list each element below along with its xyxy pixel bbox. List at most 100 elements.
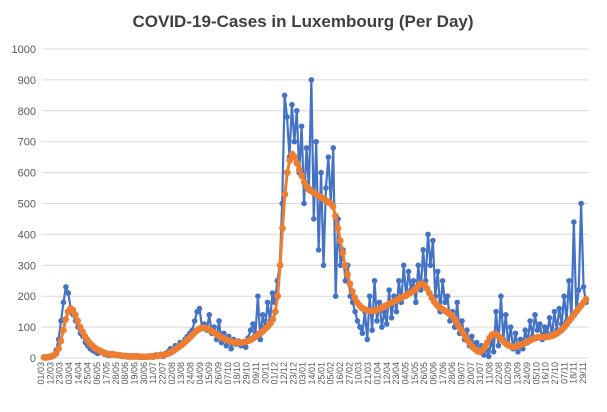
y-tick-label: 500 — [18, 199, 36, 211]
x-tick-label: 16/10 — [541, 362, 551, 385]
data-point — [541, 324, 548, 330]
data-point — [332, 212, 339, 220]
y-tick-label: 600 — [18, 168, 36, 180]
data-point — [582, 295, 590, 303]
data-point — [342, 277, 349, 284]
x-tick-label: 16/02 — [335, 362, 345, 385]
data-point — [442, 299, 448, 306]
data-point — [427, 262, 434, 269]
x-tick-label: 28/05 — [111, 362, 121, 385]
data-point — [206, 311, 213, 318]
data-point — [507, 324, 514, 330]
data-point — [310, 216, 317, 222]
data-point — [556, 305, 563, 312]
data-point — [216, 318, 222, 324]
data-point — [571, 219, 577, 225]
data-point — [271, 308, 279, 316]
x-tick-label: 19/06 — [129, 362, 139, 385]
x-tick-label: 20/07 — [466, 362, 476, 385]
data-point — [191, 318, 198, 324]
x-tick-label: 20/11 — [260, 362, 270, 384]
data-point — [286, 156, 294, 164]
x-tick-label: 05/10 — [531, 362, 541, 385]
y-tick-label: 200 — [18, 291, 36, 303]
y-tick-label: 300 — [18, 260, 36, 272]
data-point — [485, 353, 492, 360]
data-point — [522, 327, 529, 333]
data-point — [439, 277, 446, 284]
data-point — [334, 224, 342, 232]
x-tick-label: 13/09 — [513, 362, 523, 385]
data-point — [468, 333, 475, 340]
data-point — [289, 101, 295, 108]
data-point — [323, 185, 329, 191]
data-point — [276, 261, 284, 269]
data-point — [357, 324, 363, 330]
data-point — [551, 308, 558, 315]
x-tick-label: 09/11 — [251, 362, 261, 384]
x-tick-label: 07/11 — [559, 362, 569, 384]
y-tick-label: 100 — [18, 322, 36, 334]
data-point — [420, 247, 426, 253]
data-point — [341, 261, 349, 269]
data-point — [580, 284, 587, 290]
data-point — [279, 224, 286, 232]
data-point — [374, 318, 380, 324]
data-point — [490, 349, 497, 355]
data-point — [255, 293, 261, 300]
data-point — [295, 166, 303, 173]
x-tick-label: 24/08 — [186, 362, 196, 385]
x-tick-label: 03/04 — [64, 362, 74, 385]
x-tick-label: 17/06 — [438, 362, 448, 385]
data-point — [71, 311, 79, 319]
data-point — [325, 154, 332, 160]
data-point — [566, 277, 572, 284]
data-point — [313, 138, 320, 145]
data-point — [495, 342, 502, 349]
data-point — [274, 292, 282, 300]
x-tick-label: 12/12 — [279, 362, 289, 385]
data-point — [57, 337, 65, 345]
y-tick-label: 800 — [18, 106, 36, 118]
data-point — [301, 200, 307, 207]
x-tick-label: 10/03 — [354, 362, 364, 385]
data-point — [502, 311, 509, 318]
data-point — [444, 293, 451, 300]
data-point — [315, 247, 322, 253]
x-tick-label: 06/05 — [92, 362, 102, 385]
x-tick-label: 01/12 — [270, 362, 280, 385]
y-tick-label: 400 — [18, 229, 36, 241]
data-point — [386, 287, 392, 293]
data-point — [346, 280, 354, 288]
x-tick-label: 23/12 — [288, 362, 298, 385]
data-point — [298, 123, 305, 130]
data-point — [281, 92, 288, 99]
data-point — [242, 344, 249, 350]
data-point — [269, 315, 277, 323]
data-point — [291, 138, 298, 145]
data-point — [223, 342, 230, 349]
data-point — [62, 315, 70, 323]
x-tick-label: 23/04 — [391, 362, 401, 385]
x-tick-label: 13/08 — [176, 362, 186, 385]
data-point — [281, 190, 289, 198]
chart-title: COVID-19-Cases in Luxembourg (Per Day) — [132, 12, 473, 31]
x-tick-label: 06/06 — [428, 362, 438, 385]
x-tick-label: 03/01 — [298, 362, 308, 385]
data-point — [283, 169, 291, 177]
x-tick-label: 18/10 — [232, 362, 242, 385]
data-point — [74, 317, 82, 325]
data-point — [63, 284, 69, 290]
x-tick-label: 21/03 — [363, 362, 373, 385]
data-point — [247, 327, 254, 333]
y-tick-label: 1000 — [12, 44, 36, 56]
data-point — [344, 271, 351, 278]
data-point — [578, 200, 584, 207]
data-point — [303, 145, 310, 151]
x-tick-label: 12/03 — [45, 362, 55, 385]
data-point — [59, 326, 67, 334]
data-point — [264, 299, 271, 306]
x-tick-label: 04/05 — [400, 362, 410, 385]
data-point — [359, 330, 366, 337]
